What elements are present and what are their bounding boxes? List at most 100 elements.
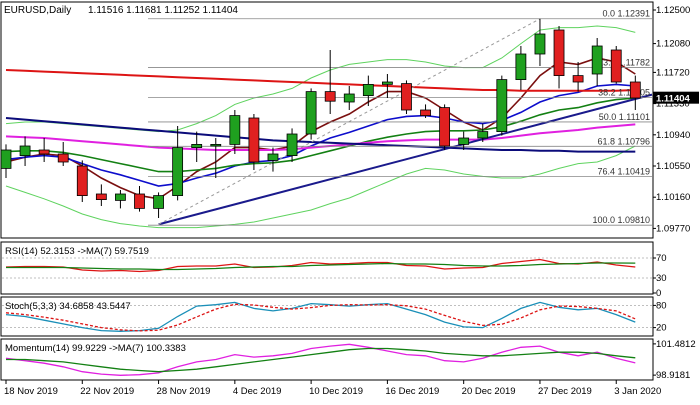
bullish-candle <box>496 79 508 132</box>
bullish-candle <box>343 93 355 103</box>
price-tick-label: 1.11720 <box>656 67 690 78</box>
fib-level-label: 0.0 1.12391 <box>602 9 650 19</box>
stoch-axis: 80 20 <box>653 300 667 334</box>
bullish-candle <box>515 53 527 81</box>
bearish-candle <box>38 149 50 155</box>
bullish-candle <box>172 147 184 197</box>
momentum-title: Momentum(14) 99.9229 ->MA(7) 100.3383 <box>5 343 186 354</box>
bearish-candle <box>401 83 412 111</box>
bearish-candle <box>439 107 451 147</box>
price-tag-box <box>653 91 699 104</box>
bullish-candle <box>305 91 317 135</box>
rsi-tick-label: 70 <box>656 253 667 264</box>
fib-level-label: 61.8 1.10796 <box>597 136 650 146</box>
momentum-panel-frame <box>0 338 654 381</box>
rsi-title: RSI(14) 52.3153 ->MA(7) 59.7519 <box>5 246 149 257</box>
momentum-series-line <box>6 347 636 373</box>
bullish-candle <box>153 195 164 209</box>
momentum-tick-label: 101.4812 <box>656 339 696 350</box>
rsi-axis: 70 30 0 <box>653 253 667 299</box>
ma-red-line <box>5 69 636 92</box>
symbol-label: EURUSD,Daily <box>4 5 71 16</box>
price-tick-label: 1.10940 <box>656 130 690 141</box>
price-tick-label: 1.10160 <box>656 192 690 203</box>
bullish-candle <box>210 143 222 147</box>
date-tick-label: 4 Dec 2019 <box>233 386 282 397</box>
support-trendline <box>158 93 653 226</box>
date-tick-label: 16 Dec 2019 <box>385 386 439 397</box>
price-tag-value: 1.11404 <box>656 94 691 105</box>
date-tick-label: 27 Dec 2019 <box>538 386 592 397</box>
bearish-candle <box>248 117 260 163</box>
bullish-candle <box>381 81 393 85</box>
fib-level-label: 23.6 1.11782 <box>598 57 650 67</box>
bearish-candle <box>324 91 336 102</box>
price-tick-label: 1.12080 <box>656 39 690 50</box>
momentum-tick-label: 98.9181 <box>656 370 690 381</box>
price-tick-label: 1.09770 <box>656 223 690 234</box>
fib-level-label: 38.2 1.11405 <box>598 88 650 98</box>
moving-averages <box>5 57 636 200</box>
fib-level-label: 76.4 1.10419 <box>597 166 650 176</box>
bullish-candle <box>534 33 546 55</box>
rsi-lines <box>5 258 636 273</box>
bullish-candle <box>191 143 203 148</box>
bearish-candle <box>629 81 641 99</box>
momentum-axis: 101.4812 98.9181 <box>653 339 696 381</box>
ma-magenta-line <box>5 123 636 151</box>
current-price-tag: 1.11404 <box>653 91 699 105</box>
bullish-candle <box>362 84 374 97</box>
date-tick-label: 3 Jan 2020 <box>614 386 661 397</box>
date-tick-label: 20 Dec 2019 <box>462 386 516 397</box>
bearish-candle <box>95 193 107 200</box>
ma-slow-line <box>5 97 636 173</box>
rsi-tick-label: 30 <box>656 273 667 284</box>
stoch-panel: Stoch(5,3,3) 34.6858 43.5447 <box>0 296 654 337</box>
stoch-title: Stoch(5,3,3) 34.6858 43.5447 <box>5 301 131 312</box>
price-axis: 1.12500 1.12080 1.11720 1.11330 1.10940 1.105… <box>653 5 690 234</box>
bearish-candle <box>572 75 584 83</box>
bullish-candle <box>458 137 470 145</box>
price-panel: 0.0 1.12391 23.6 1.11782 38.2 1.11405 50.0 … <box>0 1 654 239</box>
bearish-candle <box>420 109 431 116</box>
date-tick-label: 28 Nov 2019 <box>157 386 211 397</box>
fib-level-label: 100.0 1.09810 <box>592 215 650 225</box>
bearish-candle <box>57 153 69 163</box>
rsi-series-line <box>6 262 636 271</box>
date-tick-label: 10 Dec 2019 <box>309 386 363 397</box>
rsi-panel: RSI(14) 52.3153 ->MA(7) 59.7519 <box>0 241 654 295</box>
ma-fast-line <box>5 57 636 200</box>
rsi-grid <box>2 257 652 279</box>
stoch-tick-label: 80 <box>656 300 667 311</box>
bullish-candle <box>229 115 241 145</box>
bearish-candle <box>76 165 88 197</box>
bullish-candle <box>267 153 279 161</box>
stoch-series-line <box>5 303 636 332</box>
rsi-tick-label: 0 <box>656 288 661 299</box>
bullish-candle <box>477 131 489 139</box>
price-tick-label: 1.11330 <box>656 99 690 110</box>
ohlc-label: 1.11516 1.11681 1.11252 1.11404 <box>88 5 238 16</box>
fib-level-label: 50.0 1.11101 <box>599 112 650 122</box>
bullish-candle <box>115 193 126 201</box>
candlesticks <box>0 18 641 218</box>
rsi-panel-frame <box>0 241 654 295</box>
price-tick-label: 1.12500 <box>656 5 690 16</box>
price-tick-label: 1.10550 <box>656 161 690 172</box>
bullish-candle <box>19 145 31 157</box>
bullish-candle <box>0 149 12 169</box>
bearish-candle <box>553 29 565 76</box>
bullish-candle <box>591 45 603 75</box>
momentum-lines <box>5 343 636 376</box>
ma-navy-line <box>5 117 636 153</box>
momentum-panel: Momentum(14) 99.9229 ->MA(7) 100.3383 <box>0 338 654 381</box>
stoch-series-line <box>5 301 636 332</box>
bullish-candle <box>286 133 298 157</box>
date-tick-label: 22 Nov 2019 <box>80 386 134 397</box>
fibonacci-levels: 0.0 1.12391 23.6 1.11782 38.2 1.11405 50.0 … <box>148 9 652 226</box>
momentum-series-line <box>5 343 636 376</box>
bearish-candle <box>610 49 622 83</box>
bollinger-lower <box>5 145 636 229</box>
stoch-lines <box>5 301 636 332</box>
